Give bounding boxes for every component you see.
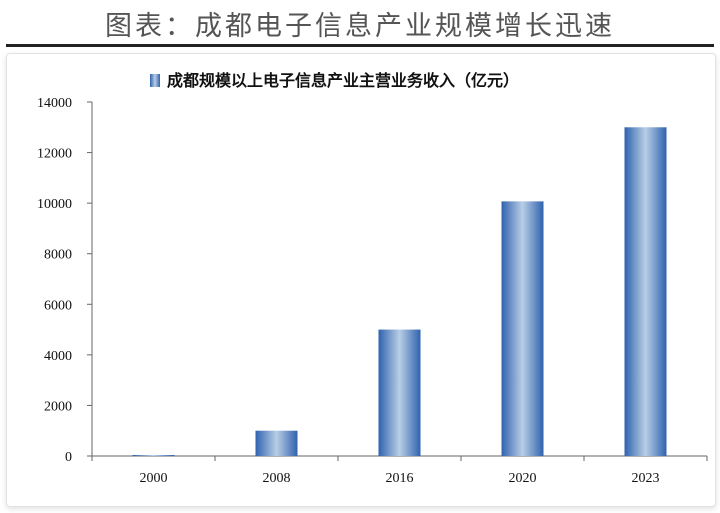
bar-chart: 成都规模以上电子信息产业主营业务收入（亿元） 0 2000 4000 6000 8000… — [37, 71, 708, 486]
x-axis: 2000 2008 2016 2020 2023 — [91, 455, 708, 486]
y-tick-label: 8000 — [44, 248, 72, 263]
chart-panel: 成都规模以上电子信息产业主营业务收入（亿元） 0 2000 4000 6000 8000… — [6, 53, 716, 507]
bar-2008 — [255, 430, 298, 456]
bar-2016 — [378, 329, 421, 456]
y-tick-label: 10000 — [37, 197, 72, 212]
legend-label: 成都规模以上电子信息产业主营业务收入（亿元） — [167, 71, 519, 90]
page-title: 图表：成都电子信息产业规模增长迅速 — [105, 11, 615, 42]
y-axis: 0 2000 4000 6000 8000 10000 12000 14000 — [37, 96, 93, 465]
legend-swatch — [150, 74, 160, 87]
bar-series — [132, 127, 667, 457]
y-tick-label: 4000 — [44, 349, 72, 364]
x-tick-label: 2000 — [140, 471, 168, 486]
y-tick-label: 2000 — [44, 399, 72, 414]
y-tick-label: 0 — [65, 450, 72, 465]
y-tick-label: 14000 — [37, 96, 72, 111]
x-tick-label: 2016 — [386, 471, 414, 486]
x-tick-label: 2023 — [632, 471, 660, 486]
bar-2020 — [501, 201, 544, 456]
chart-legend: 成都规模以上电子信息产业主营业务收入（亿元） — [150, 71, 519, 90]
x-tick-label: 2020 — [509, 471, 537, 486]
y-tick-label: 6000 — [44, 298, 72, 313]
title-divider — [6, 44, 714, 47]
x-tick-label: 2008 — [263, 471, 291, 486]
bar-2023 — [624, 127, 667, 457]
bar-2000 — [132, 455, 175, 456]
y-tick-label: 12000 — [37, 147, 72, 162]
